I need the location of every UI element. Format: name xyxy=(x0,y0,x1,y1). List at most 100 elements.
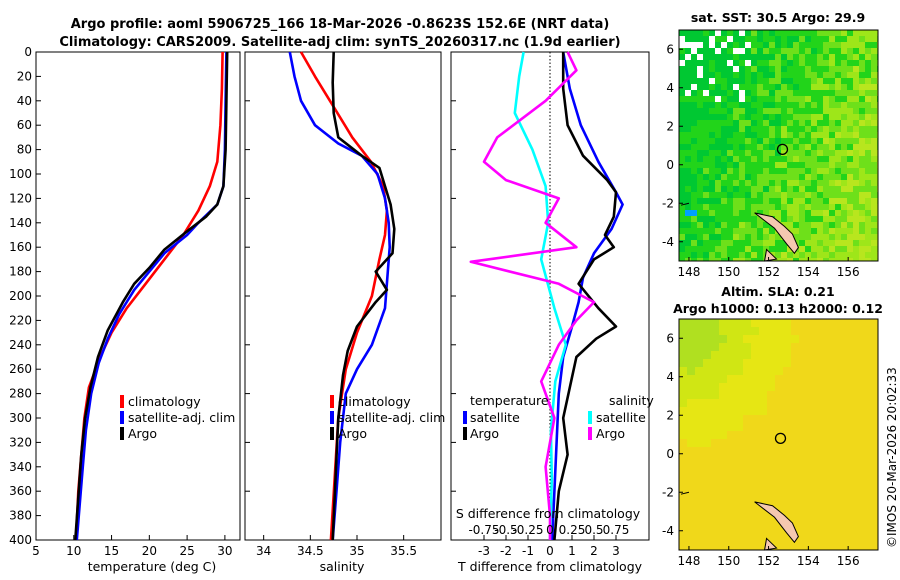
map-cell xyxy=(687,527,695,535)
map-cell xyxy=(815,431,823,439)
map-cell xyxy=(847,423,855,431)
map-cell xyxy=(733,96,739,102)
map-cell xyxy=(839,463,847,471)
map-cell xyxy=(829,216,835,222)
map-cell xyxy=(823,487,831,495)
map-cell xyxy=(745,78,751,84)
map-cell xyxy=(817,162,823,168)
map-cell xyxy=(847,252,853,258)
map-cell xyxy=(783,367,791,375)
map-cell xyxy=(807,519,815,527)
map-cell xyxy=(865,198,871,204)
map-cell xyxy=(721,96,727,102)
map-cell xyxy=(769,54,775,60)
y-tick-label: 380 xyxy=(9,509,32,523)
map-cell xyxy=(679,60,685,66)
map-cell xyxy=(853,180,859,186)
map-cell xyxy=(751,192,757,198)
map-cell xyxy=(757,42,763,48)
map-cell xyxy=(799,126,805,132)
map-cell xyxy=(733,252,739,258)
map-cell xyxy=(799,210,805,216)
map-cell xyxy=(733,150,739,156)
map-cell xyxy=(823,96,829,102)
map-cell xyxy=(839,351,847,359)
map-cell xyxy=(751,102,757,108)
map-cell xyxy=(835,42,841,48)
map-cell xyxy=(719,527,727,535)
x-tick-label: 34.5 xyxy=(297,544,324,558)
map-cell xyxy=(863,463,871,471)
map-cell xyxy=(763,180,769,186)
x-tick-label: 35 xyxy=(349,544,364,558)
salinity-panel: 34 34.5 35 35.5 xyxy=(244,51,442,558)
map-cell xyxy=(871,258,877,261)
map-cell xyxy=(709,168,715,174)
map-cell xyxy=(817,150,823,156)
map-cell xyxy=(783,327,791,335)
map-cell xyxy=(709,228,715,234)
map-cell xyxy=(727,216,733,222)
map-cell xyxy=(733,126,739,132)
map-cell xyxy=(847,48,853,54)
map-cell xyxy=(719,351,727,359)
map-cell xyxy=(805,192,811,198)
map-cell xyxy=(767,527,775,535)
map-cell xyxy=(695,391,703,399)
map-cell xyxy=(841,198,847,204)
map-cell xyxy=(687,415,695,423)
map-cell xyxy=(703,42,709,48)
map-cell xyxy=(847,335,855,343)
map-cell xyxy=(855,359,863,367)
map-cell xyxy=(835,78,841,84)
map-cell xyxy=(703,511,711,519)
legend-label-argo: Argo xyxy=(338,426,367,441)
map-cell xyxy=(751,84,757,90)
map-cell xyxy=(767,383,775,391)
map-cell xyxy=(799,431,807,439)
map-cell xyxy=(831,487,839,495)
map-cell xyxy=(715,72,721,78)
map-cell xyxy=(859,174,865,180)
map-cell xyxy=(799,168,805,174)
map-cell xyxy=(735,415,743,423)
map-cell xyxy=(685,114,691,120)
map-cell xyxy=(835,162,841,168)
legend-swatch-satellite xyxy=(120,411,124,424)
map-cell xyxy=(831,495,839,503)
map-cell xyxy=(727,138,733,144)
map-cell xyxy=(859,138,865,144)
y-tick-label: 120 xyxy=(9,191,32,205)
map-cell xyxy=(679,447,687,455)
map-cell xyxy=(715,84,721,90)
map-cell xyxy=(751,78,757,84)
map-cell xyxy=(841,66,847,72)
map-cell xyxy=(715,198,721,204)
map-cell xyxy=(715,210,721,216)
map-cell xyxy=(847,391,855,399)
map-cell xyxy=(759,399,767,407)
map-cell xyxy=(727,471,735,479)
map-cell xyxy=(841,48,847,54)
map-cell xyxy=(727,319,735,327)
map-cell xyxy=(759,455,767,463)
map-cell xyxy=(871,72,877,78)
top-x-tick-label: -0.75 xyxy=(468,523,499,537)
map-cell xyxy=(767,343,775,351)
map-cell xyxy=(745,156,751,162)
map-cell xyxy=(745,162,751,168)
map-cell xyxy=(715,240,721,246)
map-cell xyxy=(847,60,853,66)
map-cell xyxy=(727,114,733,120)
map-cell xyxy=(823,431,831,439)
map-cell xyxy=(745,30,751,36)
map-cell xyxy=(751,495,759,503)
map-cell xyxy=(831,471,839,479)
map-cell xyxy=(787,246,793,252)
map-cell xyxy=(841,54,847,60)
map-cell xyxy=(823,150,829,156)
map-cell xyxy=(839,343,847,351)
map-cell xyxy=(739,198,745,204)
